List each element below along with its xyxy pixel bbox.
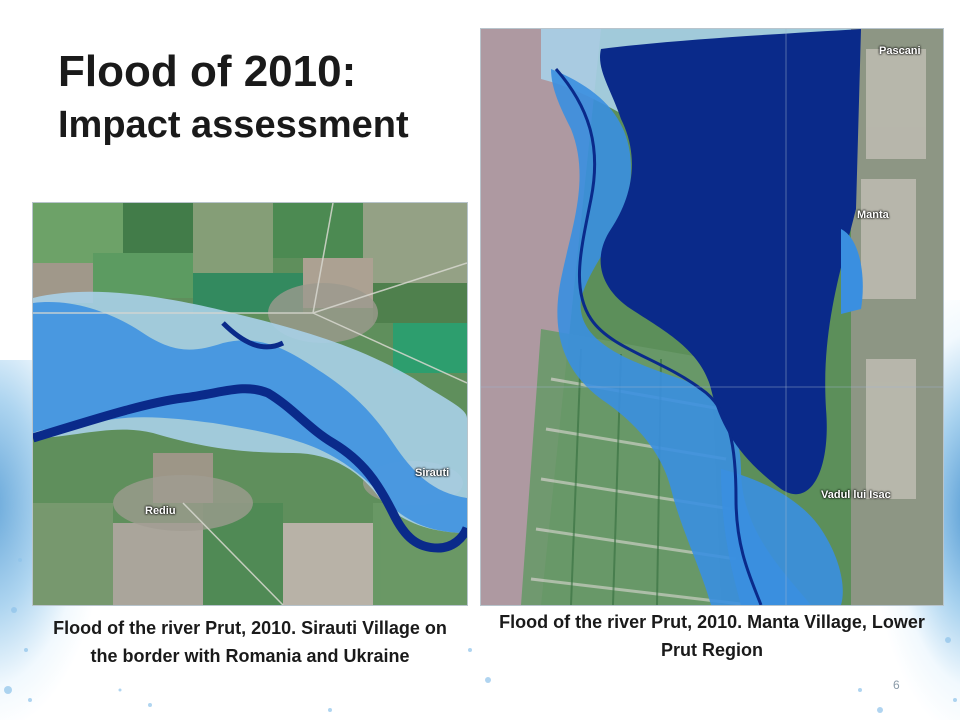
page-number: 6 — [893, 678, 900, 692]
caption-sirauti: Flood of the river Prut, 2010. Sirauti V… — [53, 618, 447, 666]
sirauti-flood-map — [33, 203, 467, 605]
label-pascani: Pascani — [879, 45, 921, 57]
satellite-map-manta: Pascani Manta Vadul lui Isac — [480, 28, 944, 606]
label-manta: Manta — [857, 209, 889, 221]
slide-title: Flood of 2010: Impact assessment — [58, 44, 409, 150]
label-vadul-lui-isac: Vadul lui Isac — [821, 489, 891, 501]
label-sirauti: Sirauti — [415, 467, 450, 479]
caption-manta: Flood of the river Prut, 2010. Manta Vil… — [499, 612, 925, 660]
satellite-map-sirauti: Sirauti Rediu — [32, 202, 468, 606]
title-line-2: Impact assessment — [58, 104, 409, 146]
title-line-1: Flood of 2010: — [58, 47, 357, 96]
manta-flood-map — [481, 29, 943, 605]
label-rediu: Rediu — [145, 505, 176, 517]
